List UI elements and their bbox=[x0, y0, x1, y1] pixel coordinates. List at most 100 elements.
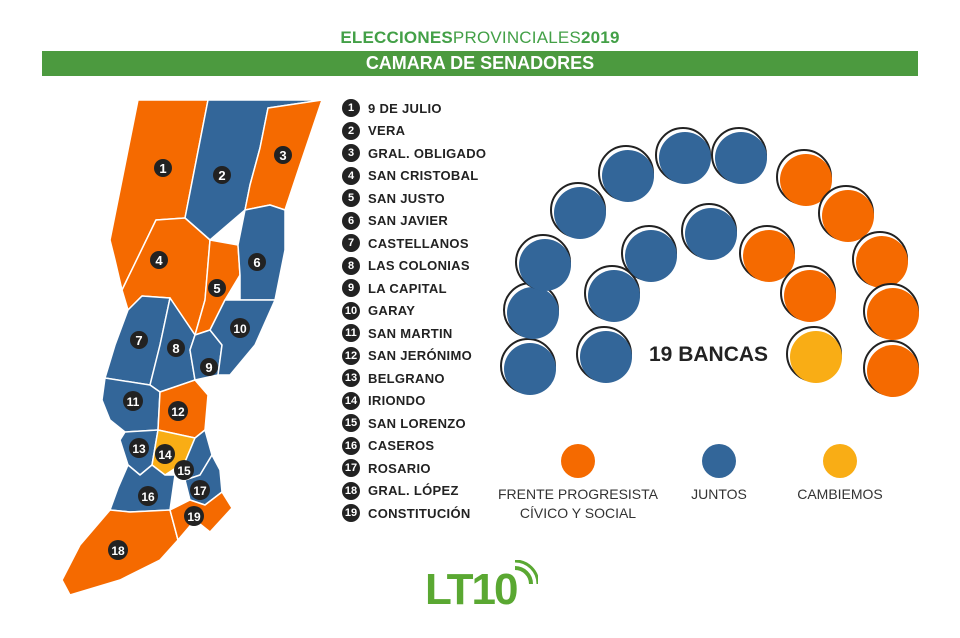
department-name: SAN JAVIER bbox=[368, 213, 449, 228]
department-item: 1 9 DE JULIO bbox=[342, 98, 442, 118]
department-name: 9 DE JULIO bbox=[368, 100, 442, 116]
seat-frente bbox=[818, 185, 874, 242]
department-number: 13 bbox=[342, 369, 360, 387]
legend-frente-line2: CÍVICO Y SOCIAL bbox=[519, 505, 637, 521]
seat-juntos bbox=[503, 282, 559, 339]
legend-cambiemos-label: CAMBIEMOS bbox=[780, 485, 900, 504]
department-number: 2 bbox=[342, 121, 360, 140]
svg-text:5: 5 bbox=[213, 281, 220, 296]
department-number: 6 bbox=[342, 211, 360, 230]
seat-frente bbox=[863, 283, 919, 340]
lt10-logo: LT10 bbox=[425, 560, 538, 610]
region-badge-12: 12 bbox=[168, 401, 188, 421]
department-item: 13 BELGRANO bbox=[342, 368, 445, 388]
seat-juntos bbox=[621, 225, 677, 282]
department-number: 3 bbox=[342, 144, 360, 162]
department-item: 7 CASTELLANOS bbox=[342, 233, 469, 253]
seat-juntos bbox=[550, 182, 606, 239]
seat-frente bbox=[776, 149, 832, 206]
svg-text:15: 15 bbox=[177, 464, 191, 478]
legend-juntos-label: JUNTOS bbox=[670, 485, 768, 504]
department-name: SAN JERÓNIMO bbox=[368, 348, 473, 363]
department-number: 7 bbox=[342, 234, 360, 252]
department-number: 1 bbox=[342, 99, 360, 117]
region-badge-2: 2 bbox=[213, 166, 231, 184]
region-badge-3: 3 bbox=[274, 146, 292, 164]
region-badge-4: 4 bbox=[150, 251, 168, 269]
department-item: 19 CONSTITUCIÓN bbox=[342, 503, 471, 523]
seat-juntos bbox=[598, 145, 654, 202]
region-badge-10: 10 bbox=[230, 318, 250, 338]
department-name: GARAY bbox=[368, 303, 416, 318]
page-supertitle: ELECCIONESPROVINCIALES2019 bbox=[0, 28, 960, 48]
department-item: 10 GARAY bbox=[342, 301, 415, 321]
department-number: 11 bbox=[342, 324, 360, 342]
region-badge-7: 7 bbox=[130, 331, 148, 349]
region-badge-8: 8 bbox=[167, 339, 185, 357]
svg-text:12: 12 bbox=[171, 405, 185, 419]
seat-frente bbox=[739, 225, 795, 282]
department-name: GRAL. OBLIGADO bbox=[368, 145, 487, 161]
department-number: 15 bbox=[342, 414, 360, 432]
legend-juntos-dot bbox=[702, 444, 736, 478]
department-number: 14 bbox=[342, 391, 360, 410]
seat-juntos bbox=[655, 127, 711, 184]
department-number: 16 bbox=[342, 436, 360, 455]
svg-text:19: 19 bbox=[187, 510, 201, 524]
legend-frente-line1: FRENTE PROGRESISTA bbox=[498, 486, 658, 502]
seat-frente bbox=[780, 265, 836, 322]
region-badge-15: 15 bbox=[174, 460, 194, 480]
department-number: 4 bbox=[342, 166, 360, 185]
region-badge-14: 14 bbox=[155, 444, 175, 464]
title-year: 2019 bbox=[580, 28, 620, 47]
department-item: 16 CASEROS bbox=[342, 436, 434, 456]
svg-text:17: 17 bbox=[193, 484, 207, 498]
department-name: GRAL. LÓPEZ bbox=[368, 483, 459, 498]
region-badge-6: 6 bbox=[248, 253, 266, 271]
department-item: 17 ROSARIO bbox=[342, 458, 431, 478]
seat-juntos bbox=[584, 265, 640, 322]
svg-text:2: 2 bbox=[218, 168, 225, 183]
svg-text:11: 11 bbox=[127, 395, 140, 409]
department-name: VERA bbox=[368, 123, 406, 138]
region-badge-1: 1 bbox=[154, 159, 172, 177]
department-item: 5 SAN JUSTO bbox=[342, 188, 445, 208]
legend-frente-dot bbox=[561, 444, 595, 478]
svg-text:9: 9 bbox=[205, 360, 212, 375]
department-name: SAN JUSTO bbox=[368, 190, 445, 206]
province-map: 1 2 3 4 5 6 7 8 9 10 11 12 13 14 15 16 1… bbox=[61, 99, 323, 596]
title-elecciones: ELECCIONES bbox=[340, 28, 453, 47]
department-name: SAN MARTIN bbox=[368, 325, 453, 341]
department-name: SAN CRISTOBAL bbox=[368, 168, 479, 183]
department-name: ROSARIO bbox=[368, 460, 431, 476]
seat-juntos bbox=[500, 338, 556, 395]
department-item: 2 VERA bbox=[342, 121, 405, 141]
department-item: 3 GRAL. OBLIGADO bbox=[342, 143, 486, 163]
region-badge-16: 16 bbox=[138, 486, 158, 506]
department-item: 4 SAN CRISTOBAL bbox=[342, 166, 479, 186]
department-item: 8 LAS COLONIAS bbox=[342, 256, 470, 276]
department-number: 18 bbox=[342, 481, 360, 500]
department-name: LAS COLONIAS bbox=[368, 258, 470, 273]
svg-text:18: 18 bbox=[111, 544, 125, 558]
department-item: 11 SAN MARTIN bbox=[342, 323, 453, 343]
region-badge-18: 18 bbox=[108, 540, 128, 560]
region-badge-13: 13 bbox=[129, 438, 149, 458]
department-item: 18 GRAL. LÓPEZ bbox=[342, 481, 459, 501]
svg-text:3: 3 bbox=[279, 148, 286, 163]
seat-juntos bbox=[711, 127, 767, 184]
department-number: 5 bbox=[342, 189, 360, 207]
region-badge-19: 19 bbox=[184, 506, 204, 526]
seat-frente bbox=[852, 231, 908, 288]
department-name: CASTELLANOS bbox=[368, 235, 469, 251]
region-badge-11: 11 bbox=[123, 391, 143, 411]
department-number: 17 bbox=[342, 459, 360, 477]
svg-text:14: 14 bbox=[158, 448, 172, 462]
seat-juntos bbox=[576, 326, 632, 383]
department-name: BELGRANO bbox=[368, 370, 445, 386]
department-name: CONSTITUCIÓN bbox=[368, 505, 471, 521]
department-number: 9 bbox=[342, 279, 360, 297]
department-item: 12 SAN JERÓNIMO bbox=[342, 346, 472, 366]
title-provinciales: PROVINCIALES bbox=[452, 28, 581, 47]
